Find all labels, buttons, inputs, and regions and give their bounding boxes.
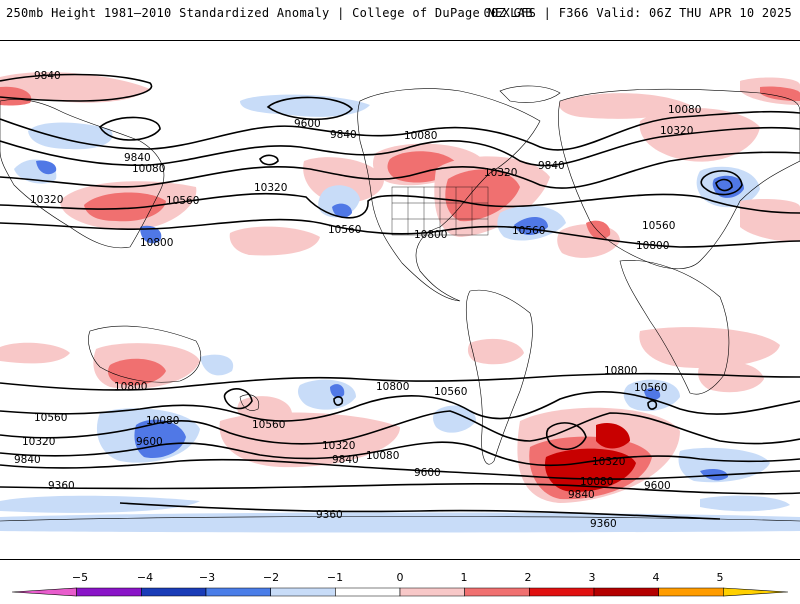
contour-label: 9600 bbox=[414, 467, 441, 479]
contour-label: 9360 bbox=[590, 518, 617, 530]
contour-label: 10320 bbox=[30, 194, 63, 206]
contour-label: 9840 bbox=[34, 70, 61, 82]
contour-label: 10560 bbox=[328, 224, 361, 236]
contour-label: 9840 bbox=[330, 129, 357, 141]
colorbar-svg: −5 −4 −3 −2 −1 0 1 2 3 4 5 bbox=[11, 571, 789, 597]
contour-label: 9600 bbox=[136, 436, 163, 448]
contour-label: 10560 bbox=[634, 382, 667, 394]
contour-label: 9360 bbox=[316, 509, 343, 521]
colorbar-segment bbox=[76, 587, 142, 597]
contour-label: 10800 bbox=[414, 229, 447, 241]
contour-label: 10080 bbox=[580, 476, 613, 488]
map-title: 250mb Height 1981–2010 Standardized Anom… bbox=[6, 6, 533, 20]
contour-label: 9840 bbox=[14, 454, 41, 466]
colorbar-segments bbox=[11, 587, 789, 597]
colorbar-segment bbox=[141, 587, 207, 597]
colorbar-segment bbox=[335, 587, 401, 597]
contour-label: 10800 bbox=[114, 381, 147, 393]
contour-label: 10560 bbox=[642, 220, 675, 232]
contour-label: 10080 bbox=[404, 130, 437, 142]
map-svg: 9840 9600 9840 10080 9840 10080 10320 10… bbox=[0, 41, 800, 559]
contour-label: 9360 bbox=[48, 480, 75, 492]
contour-label: 10560 bbox=[434, 386, 467, 398]
colorbar-segment bbox=[593, 587, 659, 597]
colorbar-tick-label: −1 bbox=[327, 571, 343, 584]
colorbar-segment bbox=[723, 587, 789, 597]
colorbar-tick-label: −3 bbox=[199, 571, 215, 584]
contour-label: 10800 bbox=[140, 237, 173, 249]
colorbar-tick-label: −4 bbox=[137, 571, 153, 584]
header: 250mb Height 1981–2010 Standardized Anom… bbox=[0, 0, 800, 28]
colorbar-tick-labels: −5 −4 −3 −2 −1 0 1 2 3 4 5 bbox=[72, 571, 724, 584]
colorbar-tick-label: 5 bbox=[717, 571, 724, 584]
contour-label: 10560 bbox=[34, 412, 67, 424]
contour-label: 10080 bbox=[132, 163, 165, 175]
contour-label: 9840 bbox=[124, 152, 151, 164]
contour-label: 10800 bbox=[604, 365, 637, 377]
colorbar-segment bbox=[270, 587, 336, 597]
colorbar-segment bbox=[658, 587, 724, 597]
contour-label: 10080 bbox=[146, 415, 179, 427]
contour-label: 9840 bbox=[568, 489, 595, 501]
contour-label: 10800 bbox=[636, 240, 669, 252]
contour-label: 9600 bbox=[294, 118, 321, 130]
contour-label: 10320 bbox=[592, 456, 625, 468]
colorbar-tick-label: 0 bbox=[397, 571, 404, 584]
contour-label: 10320 bbox=[22, 436, 55, 448]
us-state-lines bbox=[391, 186, 489, 236]
contour-label: 10320 bbox=[484, 167, 517, 179]
contour-label: 10320 bbox=[322, 440, 355, 452]
contour-label: 10080 bbox=[366, 450, 399, 462]
colorbar-segment bbox=[529, 587, 595, 597]
contour-labels: 9840 9600 9840 10080 9840 10080 10320 10… bbox=[14, 70, 701, 530]
height-contours bbox=[0, 73, 800, 520]
colorbar-segment bbox=[205, 587, 271, 597]
colorbar-tick-label: −5 bbox=[72, 571, 88, 584]
colorbar-segment bbox=[11, 587, 77, 597]
colorbar-tick-label: 3 bbox=[589, 571, 596, 584]
colorbar-tick-label: 4 bbox=[653, 571, 660, 584]
contour-label: 9840 bbox=[538, 160, 565, 172]
contour-label: 10560 bbox=[166, 195, 199, 207]
contour-label: 10320 bbox=[660, 125, 693, 137]
colorbar: −5 −4 −3 −2 −1 0 1 2 3 4 5 bbox=[0, 570, 800, 600]
contour-label: 10800 bbox=[376, 381, 409, 393]
colorbar-tick-label: 2 bbox=[525, 571, 532, 584]
model-run-info: 00Z GFS | F366 Valid: 06Z THU APR 10 202… bbox=[483, 6, 792, 20]
colorbar-tick-label: 1 bbox=[461, 571, 468, 584]
contour-label: 10560 bbox=[512, 225, 545, 237]
contour-label: 9600 bbox=[644, 480, 671, 492]
colorbar-segment bbox=[464, 587, 530, 597]
map-panel: 9840 9600 9840 10080 9840 10080 10320 10… bbox=[0, 40, 800, 560]
colorbar-segment bbox=[399, 587, 465, 597]
colorbar-tick-label: −2 bbox=[263, 571, 279, 584]
contour-label: 10560 bbox=[252, 419, 285, 431]
contour-label: 10320 bbox=[254, 182, 287, 194]
contour-label: 10080 bbox=[668, 104, 701, 116]
contour-label: 9840 bbox=[332, 454, 359, 466]
